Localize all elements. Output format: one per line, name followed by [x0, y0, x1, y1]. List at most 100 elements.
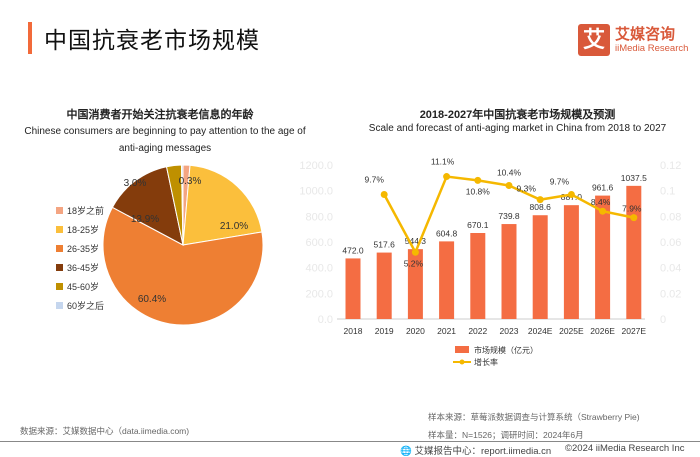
x-tick-label: 2023: [500, 326, 519, 336]
y-left-tick: 800.0: [305, 211, 333, 223]
growth-point: [505, 182, 513, 190]
y-right-tick: 0: [660, 314, 666, 326]
growth-data-label: 9.3%: [517, 184, 537, 194]
bar: [345, 258, 361, 319]
pie-data-label: 0.3%: [179, 176, 202, 187]
bar-subtitle: Scale and forecast of anti-aging market …: [368, 123, 667, 134]
pie-slice: [180, 164, 184, 246]
pie-chart: 1.4%18岁之前21.0%18-25岁60.4%26-35岁13.9%36-4…: [56, 164, 264, 326]
y-right-tick: 0.04: [660, 263, 681, 275]
pie-slice: [102, 206, 264, 326]
legend-swatch: [56, 207, 63, 214]
report-center-text: 艾媒报告中心：report.iimedia.cn: [414, 446, 552, 457]
legend-label: 60岁之后: [67, 300, 104, 311]
y-right-tick: 0.02: [660, 288, 681, 300]
x-tick-label: 2019: [375, 326, 394, 336]
globe-icon: 🌐: [400, 446, 412, 457]
y-left-tick: 1200.0: [300, 160, 333, 172]
growth-data-label: 5.2%: [404, 258, 424, 268]
bar-data-label: 670.1: [467, 220, 489, 230]
growth-data-label: 11.1%: [431, 157, 455, 167]
y-left-tick: 600.0: [305, 237, 333, 249]
pie-data-label: 60.4%: [138, 294, 166, 305]
bar-data-label: 517.6: [374, 240, 396, 250]
page-title: 中国抗衰老市场规模: [44, 27, 260, 53]
footer-divider: [0, 441, 700, 442]
title-accent-bar: [28, 22, 32, 54]
bar: [626, 185, 642, 319]
x-tick-label: 2020: [406, 326, 425, 336]
bar: [595, 195, 611, 319]
bar-data-label: 472.0: [342, 245, 364, 255]
growth-point: [536, 196, 544, 204]
legend-label: 26-35岁: [67, 243, 99, 254]
growth-point: [411, 248, 419, 256]
pie-subtitle: Chinese consumers are beginning to pay a…: [24, 126, 306, 154]
x-tick-label: 2024E: [528, 326, 553, 336]
bar-title: 2018-2027年中国抗衰老市场规模及预测: [419, 109, 616, 121]
legend-label: 18-25岁: [67, 224, 99, 235]
bar-line-chart: 0.0 200.0 400.0 600.0 800.0 1000.0 1200.0 0 0.02…: [300, 157, 681, 367]
legend-label: 36-45岁: [67, 262, 99, 273]
growth-point: [380, 191, 388, 199]
legend-swatch: [56, 264, 63, 271]
bar-data-label: 961.6: [592, 183, 614, 193]
pie-slice: [111, 166, 184, 246]
copyright: ©2024 iiMedia Research Inc: [565, 443, 685, 454]
growth-data-label: 10.8%: [466, 186, 491, 196]
bar-data-label: 1037.5: [621, 173, 647, 183]
bar: [439, 241, 455, 319]
y-right-tick: 0.08: [660, 211, 681, 223]
x-tick-label: 2027E: [622, 326, 647, 336]
bar: [532, 215, 548, 319]
x-tick-label: 2018: [344, 326, 363, 336]
bar-data-label: 808.6: [530, 202, 552, 212]
pie-slice: [182, 164, 263, 246]
growth-point: [443, 173, 451, 181]
bar-data-label: 544.3: [405, 236, 427, 246]
growth-point: [567, 191, 575, 199]
y-right-tick: 0.12: [660, 160, 681, 172]
bar: [470, 233, 486, 319]
logo-en-text: iiMedia Research: [615, 43, 689, 54]
bar: [563, 205, 579, 319]
growth-point: [630, 214, 638, 222]
growth-data-label: 10.4%: [497, 168, 522, 178]
bar: [407, 249, 423, 319]
legend-swatch: [56, 226, 63, 233]
legend-swatch: [56, 245, 63, 252]
y-right-tick: 0.06: [660, 237, 681, 249]
y-left-tick: 200.0: [305, 288, 333, 300]
x-tick-label: 2025E: [559, 326, 584, 336]
bar: [376, 252, 392, 319]
y-left-tick: 1000.0: [300, 186, 333, 198]
bar-data-label: 739.8: [498, 211, 520, 221]
growth-point: [474, 176, 482, 184]
pie-title: 中国消费者开始关注抗衰老信息的年龄: [66, 109, 254, 121]
y-left-tick: 400.0: [305, 263, 333, 275]
pie-data-label: 3.0%: [124, 178, 147, 189]
legend-line-marker: [459, 359, 465, 365]
growth-data-label: 8.4%: [591, 197, 611, 207]
sample-size: 样本量：N=1526；调研时间：2024年6月: [428, 430, 584, 440]
growth-data-label: 9.7%: [550, 177, 570, 187]
legend-bar-swatch: [455, 346, 469, 353]
bar: [501, 224, 517, 319]
iimedia-logo: 艾 艾媒咨询 iiMedia Research: [578, 24, 698, 70]
growth-point: [599, 207, 607, 215]
y-right-tick: 0.1: [660, 186, 675, 198]
y-left-tick: 0.0: [318, 314, 333, 326]
legend-swatch: [56, 283, 63, 290]
x-tick-label: 2026E: [590, 326, 615, 336]
growth-data-label: 9.7%: [365, 175, 385, 185]
x-tick-label: 2021: [437, 326, 456, 336]
pie-data-label: 21.0%: [220, 221, 248, 232]
growth-data-label: 7.9%: [622, 204, 642, 214]
pie-data-label: 13.9%: [131, 214, 159, 225]
bar-data-label: 604.8: [436, 228, 458, 238]
logo-cn-text: 艾媒咨询: [615, 26, 676, 43]
x-tick-label: 2022: [468, 326, 487, 336]
data-source: 数据来源：艾媒数据中心（data.iimedia.com): [20, 426, 190, 436]
report-center[interactable]: 🌐 艾媒报告中心：report.iimedia.cn: [400, 443, 551, 457]
legend-label: 45-60岁: [67, 281, 99, 292]
